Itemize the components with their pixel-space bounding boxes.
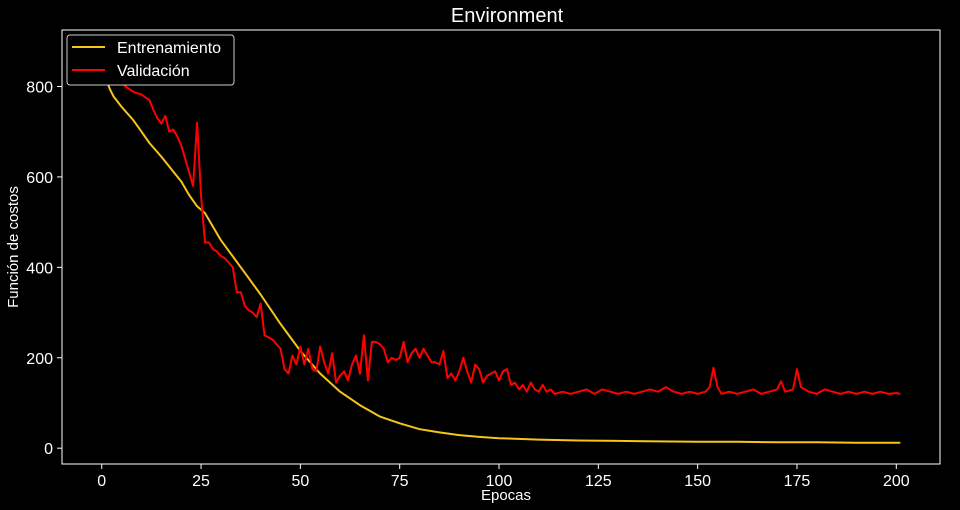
x-tick-label: 175 <box>784 473 811 490</box>
series-line-validacion <box>100 36 901 395</box>
x-tick-label: 100 <box>486 473 513 490</box>
legend-box <box>66 34 235 86</box>
y-tick-label: 200 <box>26 351 53 368</box>
chart-title: Environment <box>451 5 564 27</box>
y-axis-label: Función de costos <box>5 186 22 308</box>
legend-label-validacion: Validación <box>117 63 190 80</box>
x-tick-label: 125 <box>585 473 612 490</box>
y-tick-label: 800 <box>26 80 53 97</box>
axes-frame <box>61 29 941 465</box>
x-tick-label: 50 <box>291 473 309 490</box>
axis-ticks: 0 25 50 75 100 125 150 175 200 0 200 400 600 800 <box>26 80 909 490</box>
x-tick-label: 0 <box>97 473 106 490</box>
plot-area <box>100 36 901 444</box>
x-tick-label: 150 <box>684 473 711 490</box>
x-axis-label: Epocas <box>481 487 531 504</box>
legend: Entrenamiento Validación <box>66 34 235 86</box>
y-tick-label: 600 <box>26 170 53 187</box>
y-tick-label: 400 <box>26 260 53 277</box>
x-tick-label: 25 <box>192 473 210 490</box>
legend-label-entrenamiento: Entrenamiento <box>117 40 221 57</box>
y-tick-label: 0 <box>44 441 53 458</box>
x-tick-label: 200 <box>883 473 910 490</box>
x-tick-label: 75 <box>391 473 409 490</box>
